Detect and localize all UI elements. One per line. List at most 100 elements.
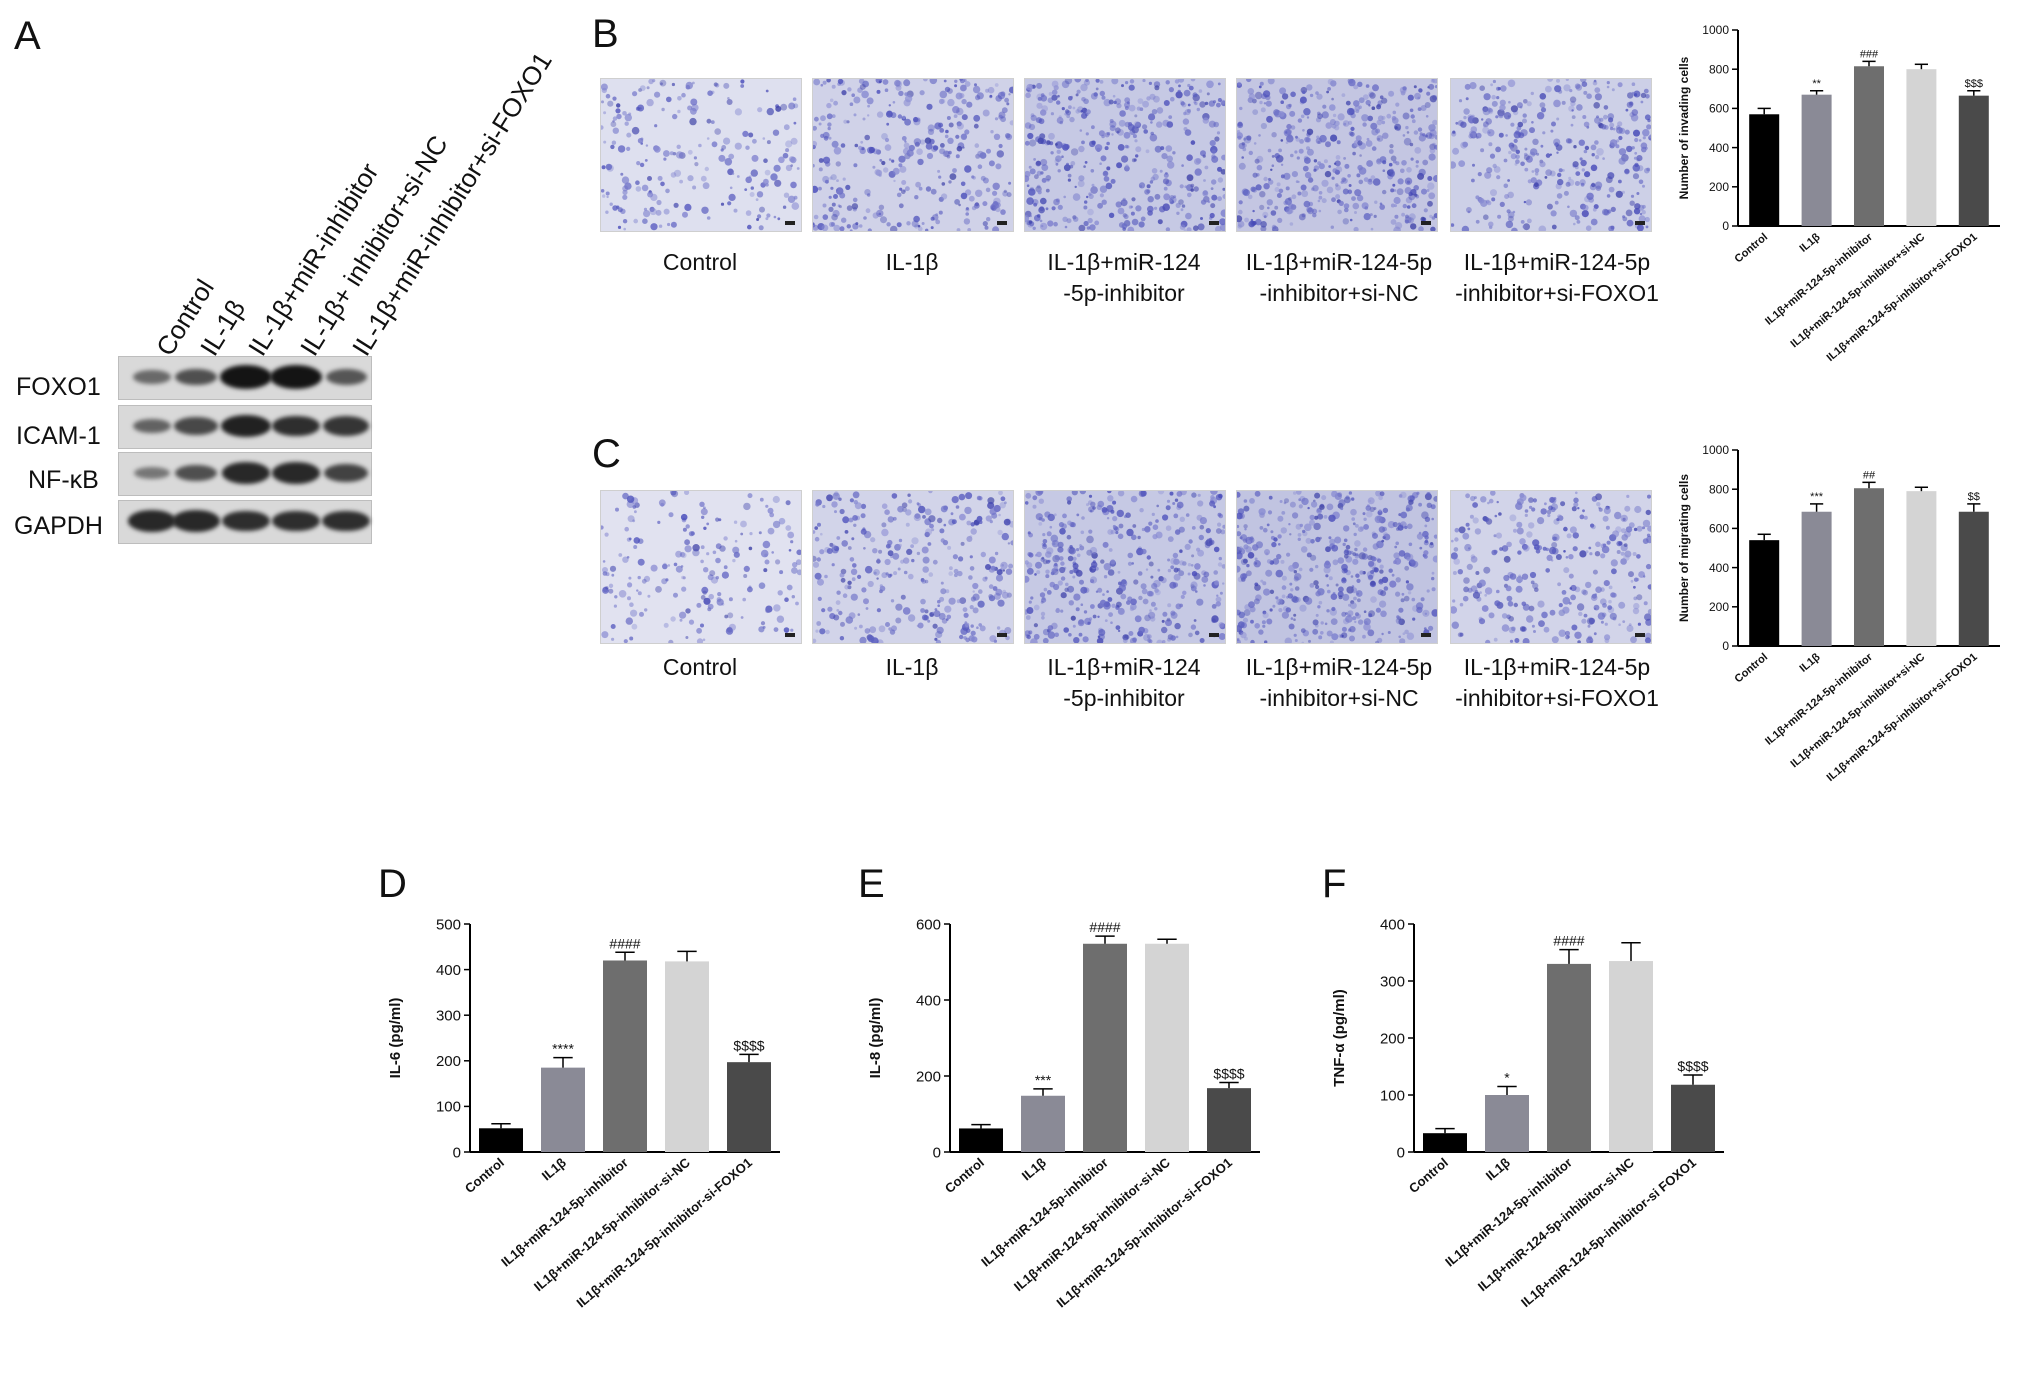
blot-band	[222, 510, 270, 532]
bar	[1423, 1133, 1467, 1152]
bar	[1801, 94, 1832, 227]
blot-band	[270, 365, 322, 389]
bar	[1906, 491, 1937, 646]
panel-label-f: F	[1322, 862, 1347, 906]
bar	[1906, 69, 1937, 226]
micrograph-image	[600, 490, 802, 644]
micrograph-caption: IL-1β+miR-124-5p -inhibitor+si-NC	[1245, 654, 1433, 711]
y-tick-label: 800	[1709, 62, 1729, 76]
category-label: IL1β	[1797, 231, 1822, 255]
bar	[1083, 943, 1127, 1152]
category-label: Control	[462, 1155, 507, 1196]
micrograph-image	[1236, 78, 1438, 232]
category-label: Control	[1406, 1155, 1451, 1196]
y-tick-label: 200	[1709, 600, 1729, 614]
y-tick-label: 1000	[1702, 23, 1729, 37]
blot-band	[132, 418, 172, 434]
y-tick-label: 400	[1380, 916, 1405, 933]
bar	[1854, 66, 1884, 226]
y-axis-label: IL-6 (pg/ml)	[387, 998, 404, 1079]
y-tick-label: 600	[916, 916, 941, 933]
category-label: Control	[1732, 651, 1770, 685]
bar	[479, 1128, 523, 1152]
micrograph-image	[600, 78, 802, 232]
significance-label: ####	[1553, 933, 1584, 949]
blot-band	[174, 464, 218, 482]
y-tick-label: 600	[1709, 102, 1729, 116]
protein-label-gapdh: GAPDH	[14, 512, 103, 540]
blot-band	[171, 510, 221, 532]
micrograph-caption: IL-1β+miR-124-5p -inhibitor+si-FOXO1	[1455, 654, 1659, 711]
category-label: IL1β	[1483, 1155, 1513, 1184]
significance-label: ####	[609, 935, 640, 951]
y-axis-label: Number of migrating cells	[1677, 474, 1691, 622]
category-label: IL1β+miR-124-5p-inhibitor	[978, 1155, 1111, 1270]
y-tick-label: 200	[1380, 1030, 1405, 1047]
migrating-cells-bar-chart: 0 200 400 600 800 1000 Number of migrating cel…	[1677, 443, 2000, 784]
category-label: IL1β+miR-124-5p-inhibitor	[1763, 231, 1875, 328]
micrograph-image	[1450, 490, 1652, 644]
y-axis-label: IL-8 (pg/ml)	[867, 998, 884, 1079]
significance-label: $$$$	[733, 1037, 764, 1053]
panel-label-c: C	[592, 432, 621, 476]
category-label: IL1β	[1797, 651, 1822, 675]
bar	[1207, 1088, 1251, 1152]
y-tick-label: 200	[436, 1053, 461, 1070]
micrograph-caption: IL-1β+miR-124-5p -inhibitor+si-FOXO1	[1455, 249, 1659, 306]
blot-band	[322, 416, 370, 436]
y-tick-label: 400	[1709, 141, 1729, 155]
blot-band	[220, 365, 272, 389]
micrograph-image	[812, 78, 1014, 232]
blot-band	[272, 510, 320, 532]
blot-band	[323, 463, 369, 483]
significance-label: $$$	[1965, 78, 1983, 90]
protein-label-foxo1: FOXO1	[16, 373, 101, 401]
significance-label: ***	[1035, 1072, 1052, 1088]
micrograph-caption: IL-1β	[885, 249, 939, 275]
bar	[603, 960, 647, 1152]
panel-label-e: E	[858, 862, 885, 906]
blot-band	[322, 510, 370, 532]
blot-band	[325, 369, 367, 385]
bar	[1854, 488, 1884, 646]
y-tick-label: 400	[436, 962, 461, 979]
micrograph-caption: IL-1β	[885, 654, 939, 680]
blot-band	[133, 370, 171, 384]
category-label: IL1β	[1019, 1155, 1049, 1184]
category-label: Control	[942, 1155, 987, 1196]
significance-label: ***	[1810, 491, 1824, 503]
panel-label-a: A	[14, 14, 41, 58]
blot-band	[174, 368, 218, 386]
y-tick-label: 300	[436, 1007, 461, 1024]
blot-band	[271, 462, 321, 484]
significance-label: ****	[552, 1041, 574, 1057]
y-tick-label: 0	[1722, 639, 1729, 653]
micrograph-image	[812, 490, 1014, 644]
y-tick-label: 0	[453, 1144, 461, 1161]
y-tick-label: 800	[1709, 482, 1729, 496]
bar	[1749, 540, 1780, 646]
category-label: IL1β+miR-124-5p-inhibitor	[498, 1155, 631, 1270]
bar	[1749, 114, 1780, 226]
micrograph-image	[1024, 78, 1226, 232]
significance-label: ###	[1860, 48, 1879, 60]
y-tick-label: 0	[1722, 219, 1729, 233]
micrograph-image	[1450, 78, 1652, 232]
y-tick-label: 200	[916, 1068, 941, 1085]
y-tick-label: 0	[933, 1144, 941, 1161]
y-tick-label: 100	[1380, 1087, 1405, 1104]
protein-label-icam1: ICAM-1	[16, 422, 101, 450]
protein-label-nfkb: NF-κB	[28, 466, 99, 494]
y-tick-label: 600	[1709, 522, 1729, 536]
significance-label: $$	[1968, 491, 1980, 503]
category-label: IL1β	[539, 1155, 569, 1184]
blot-band	[221, 462, 271, 484]
bar	[1609, 961, 1653, 1152]
micrograph-caption: IL-1β+miR-124 -5p-inhibitor	[1047, 654, 1201, 711]
significance-label: $$$$	[1677, 1058, 1708, 1074]
invading-cells-bar-chart: 0 200 400 600 800 1000 Number of invading cell…	[1677, 23, 2000, 364]
bar	[1547, 963, 1591, 1152]
lane-label-si-foxo1: IL-1β+miR-inhibitor+si-FOXO1	[346, 46, 558, 361]
significance-label: *	[1504, 1069, 1510, 1085]
blot-band	[174, 417, 218, 435]
